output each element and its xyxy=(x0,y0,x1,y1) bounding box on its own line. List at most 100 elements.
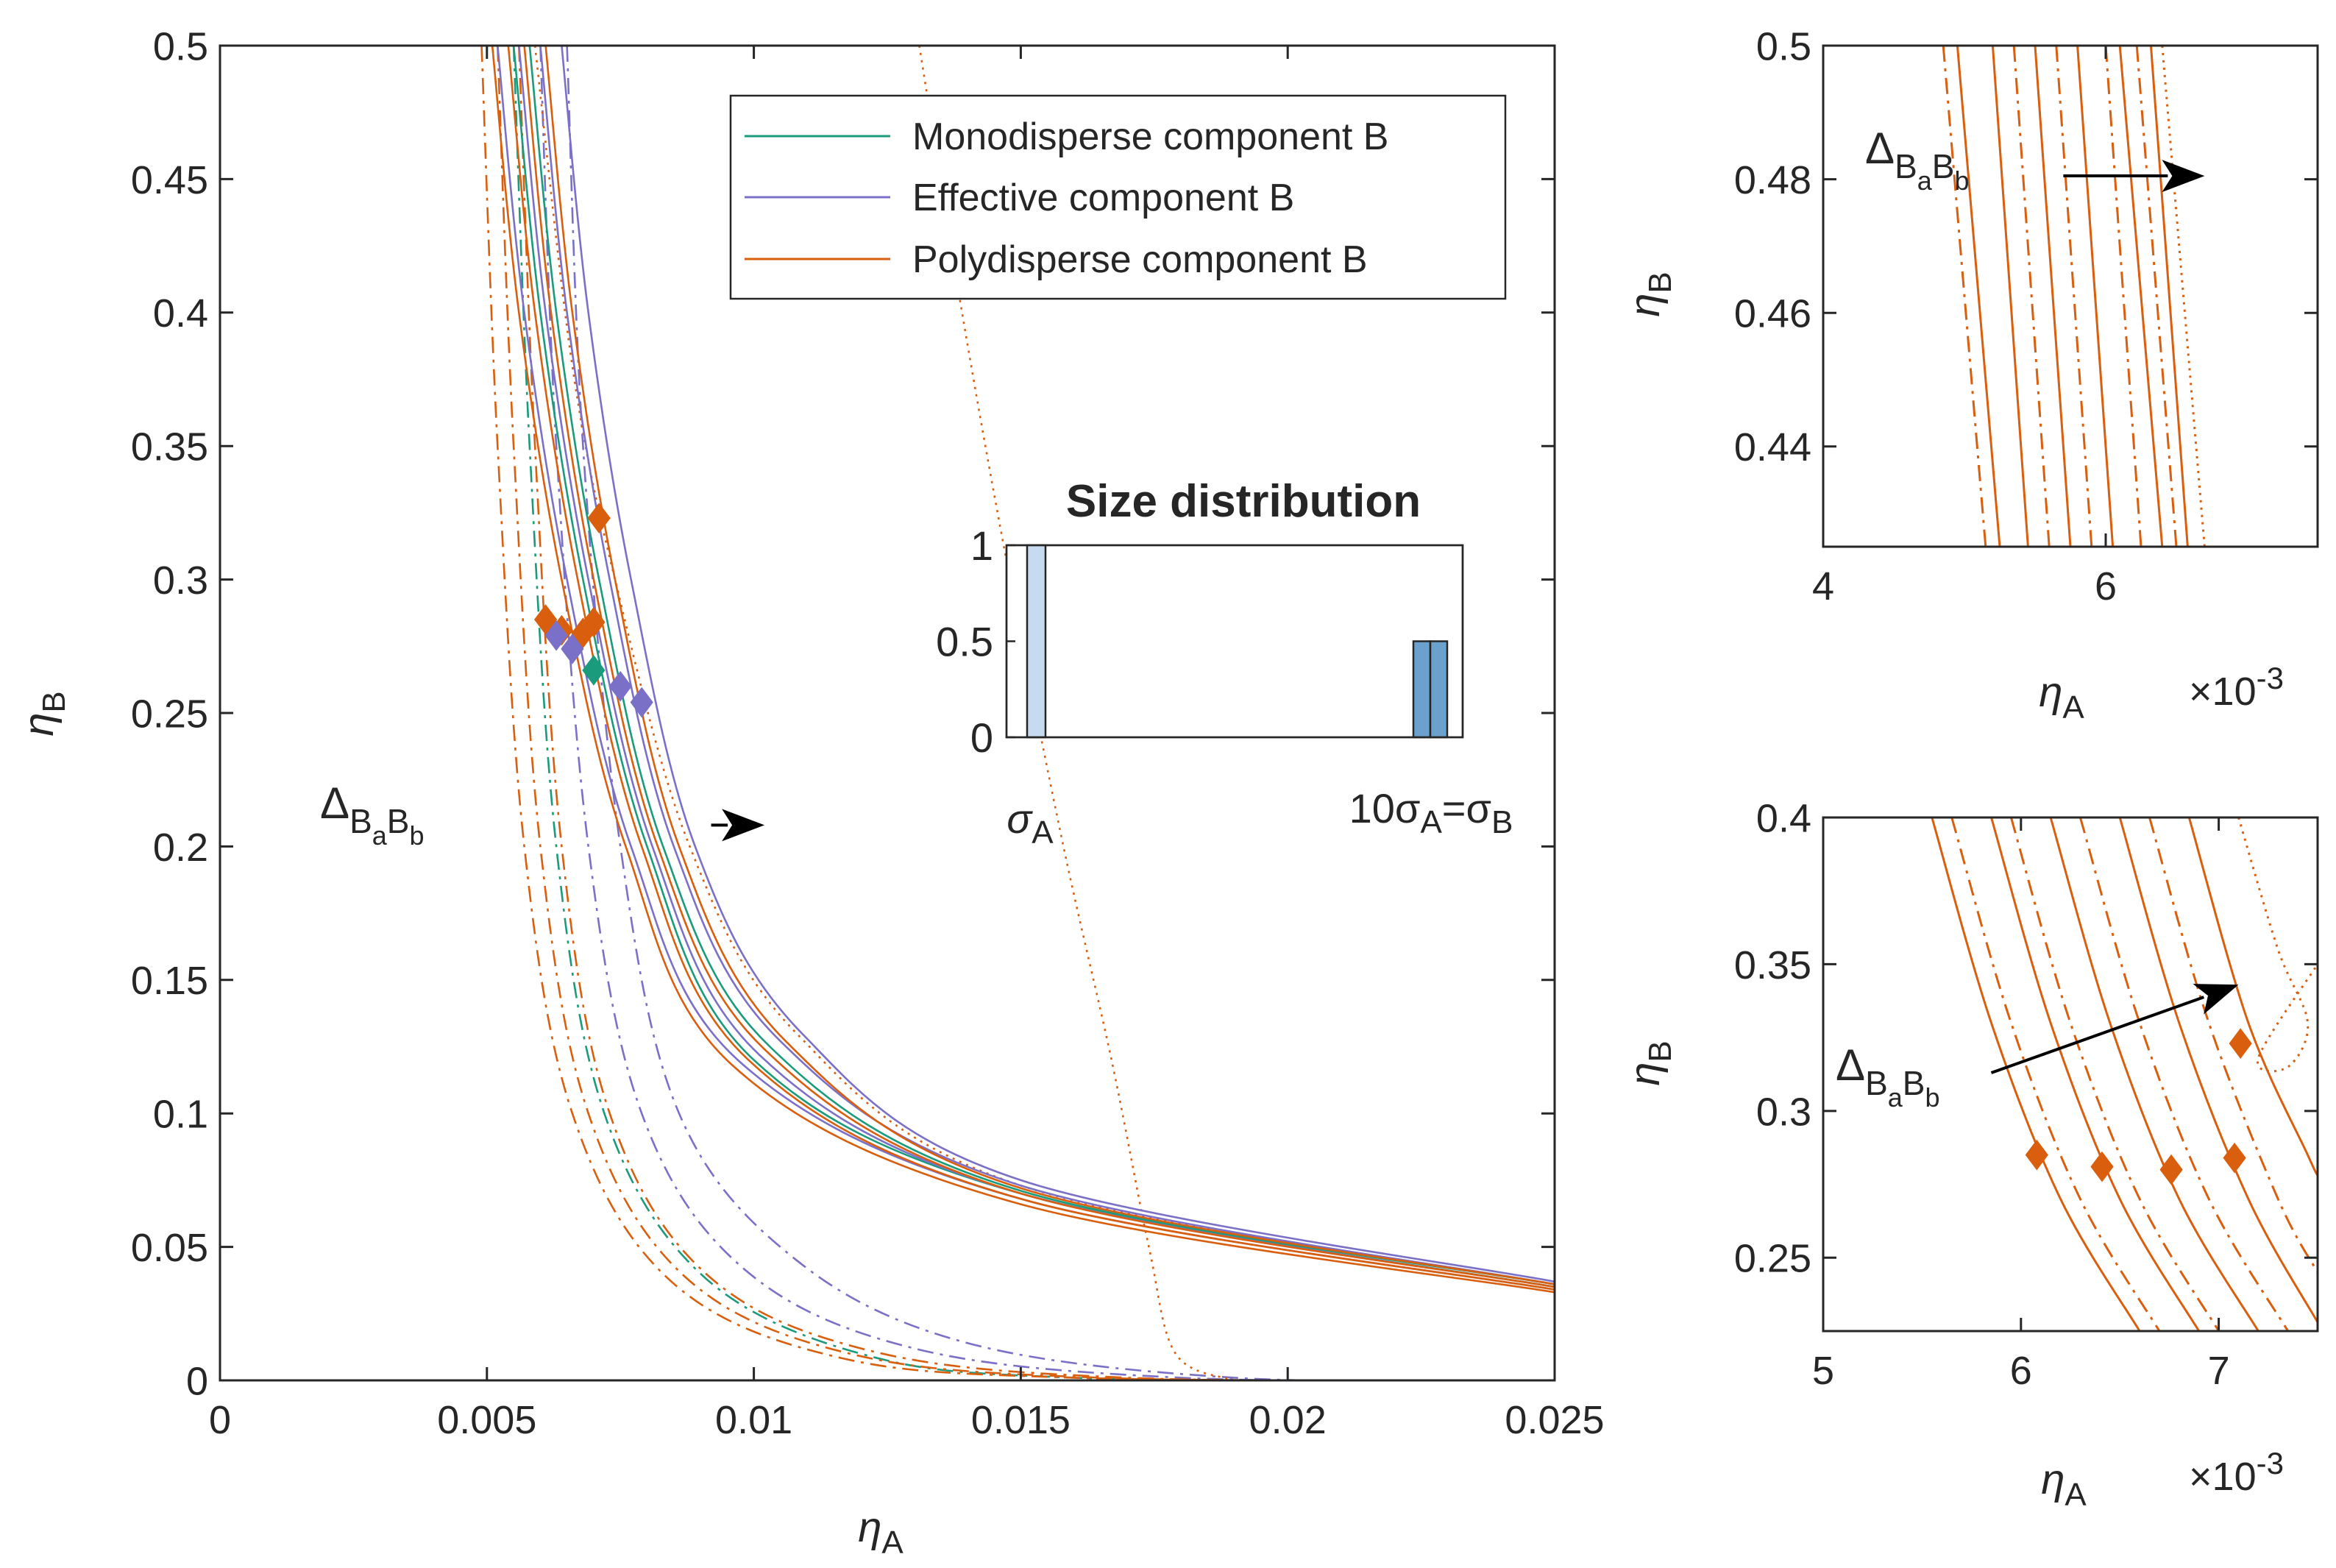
zoom-bottom-critical-points xyxy=(2025,1028,2252,1185)
main-ytick-label: 0.45 xyxy=(131,158,208,202)
main-ytick-label: 0.05 xyxy=(131,1226,208,1270)
zoom-bottom-y-ticks: 0.25 0.3 0.35 0.4 xyxy=(1734,796,2318,1281)
main-xtick-label: 0.005 xyxy=(437,1398,536,1442)
zoom-top-solid-curve xyxy=(2076,46,2115,547)
legend-label-effective: Effective component B xyxy=(912,177,1294,219)
zoom-bottom-ytick-label: 0.4 xyxy=(1756,796,1811,840)
zoom-bottom-xtick-label: 6 xyxy=(2010,1349,2032,1393)
inset-ytick-label: 0 xyxy=(970,714,993,761)
poly-dashdot-curve xyxy=(497,46,1555,1380)
zoom-top-ytick-label: 0.5 xyxy=(1756,24,1811,68)
zoom-bottom-ytick-label: 0.3 xyxy=(1756,1090,1811,1134)
main-ytick-label: 0.25 xyxy=(131,692,208,736)
inset-xtick-left: σA xyxy=(1007,795,1054,851)
zoom-bottom-ylabel: ηB xyxy=(1621,1040,1678,1086)
inset-ytick-label: 0.5 xyxy=(936,619,993,665)
zoom-top-dashdot-curve xyxy=(2012,46,2051,547)
zoom-bottom-dotted-curve xyxy=(2237,817,2318,1073)
zoom-bottom-critical-point xyxy=(2223,1142,2246,1174)
effective-dashdot-curve xyxy=(566,46,1555,1380)
effective-critical-point xyxy=(544,620,568,651)
poly-critical-point xyxy=(582,606,606,638)
main-arrow-label: ΔBaBb xyxy=(320,778,425,851)
zoom-bottom-solid-curve xyxy=(1990,817,2200,1331)
zoom-bottom-arrow-head xyxy=(2193,984,2239,1015)
legend: Monodisperse component B Effective compo… xyxy=(729,94,1507,300)
main-critical-points xyxy=(533,503,653,718)
main-y-ticks: 0 0.05 0.1 0.15 0.2 0.25 0.3 0.35 0.4 0.45 0.5 xyxy=(131,24,1555,1403)
zoom-top-ylabel: ηB xyxy=(1621,272,1678,317)
zoom-bottom-solid-curve xyxy=(2187,817,2318,1177)
zoom-top-ytick-label: 0.46 xyxy=(1734,292,1811,336)
zoom-top-y-ticks: 0.44 0.46 0.48 0.5 xyxy=(1734,24,2318,469)
main-ytick-label: 0.3 xyxy=(153,558,208,603)
zoom-top-dotted-curve xyxy=(2161,46,2206,547)
main-xtick-label: 0 xyxy=(209,1398,231,1442)
zoom-top-ytick-label: 0.44 xyxy=(1734,425,1811,469)
main-curves xyxy=(480,46,1555,1380)
zoom-bottom-critical-point xyxy=(2159,1154,2183,1185)
zoom-bottom-xlabel: ηA xyxy=(2041,1455,2087,1513)
mono-dashdot-curve xyxy=(512,46,1555,1380)
effective-critical-point xyxy=(630,687,653,718)
zoom-bottom-dashdot-curve xyxy=(2009,817,2220,1331)
zoom-bottom-critical-point xyxy=(2229,1028,2252,1059)
main-ytick-label: 0 xyxy=(186,1359,208,1403)
zoom-top-curves xyxy=(1942,46,2206,547)
zoom-bottom-ytick-label: 0.35 xyxy=(1734,943,1811,987)
main-xtick-label: 0.015 xyxy=(971,1398,1071,1442)
zoom-bottom-x-ticks: 5 6 7 xyxy=(1812,817,2230,1393)
effective-critical-point xyxy=(608,670,632,702)
zoom-bottom-dashdot-curve xyxy=(2078,817,2289,1331)
inset-size-distribution: 00.51 Size distribution σA 10σA=σB xyxy=(936,476,1513,851)
zoom-bottom-arrow xyxy=(1990,996,2205,1074)
zoom-bottom-critical-point xyxy=(2025,1139,2048,1171)
poly-solid-curve xyxy=(491,46,1555,1294)
main-xtick-label: 0.01 xyxy=(715,1398,792,1442)
zoom-top-multiplier: ×10-3 xyxy=(2189,661,2284,714)
effective-solid-curve xyxy=(539,46,1555,1285)
effective-dashdot-curve xyxy=(539,46,1555,1380)
main-xtick-label: 0.025 xyxy=(1505,1398,1604,1442)
mono-critical-point xyxy=(582,655,606,686)
main-ytick-label: 0.2 xyxy=(153,826,208,870)
inset-title: Size distribution xyxy=(1066,476,1421,527)
mono-solid-curve xyxy=(528,46,1555,1285)
zoom-top-solid-curve xyxy=(2034,46,2072,547)
zoom-bottom-solid-curve xyxy=(2118,817,2318,1323)
zoom-top-solid-curve xyxy=(2149,46,2189,547)
zoom-bottom-arrow-label: ΔBaBb xyxy=(1836,1040,1940,1113)
poly-solid-curve xyxy=(507,46,1555,1291)
zoom-bottom-solid-curve xyxy=(1931,817,2141,1331)
main-x-ticks: 0 0.005 0.01 0.015 0.02 0.025 xyxy=(209,46,1605,1442)
zoom-top-arrow-head xyxy=(2162,160,2205,193)
main-ylabel: ηB xyxy=(15,691,72,737)
zoom-top-dashdot-curve xyxy=(1942,46,1987,547)
inset-xtick-right: 10σA=σB xyxy=(1349,785,1513,840)
zoom-bottom-dashdot-curve xyxy=(2148,817,2318,1273)
zoom-bottom-dashdot-curve xyxy=(1950,817,2161,1331)
poly-solid-curve xyxy=(544,46,1555,1285)
legend-label-mono: Monodisperse component B xyxy=(912,116,1389,158)
main-ytick-label: 0.4 xyxy=(153,291,208,336)
poly-critical-point xyxy=(533,604,558,635)
legend-label-poly: Polydisperse component B xyxy=(912,238,1368,281)
zoom-top-solid-curve xyxy=(1956,46,2001,547)
zoom-top-dashdot-curve xyxy=(2135,46,2178,547)
size-bar xyxy=(1026,544,1047,739)
zoom-top-xtick-label: 4 xyxy=(1812,564,1834,609)
main-ytick-label: 0.15 xyxy=(131,959,208,1003)
poly-dashdot-curve xyxy=(480,46,1555,1380)
zoom-bottom-curves xyxy=(1931,817,2318,1331)
zoom-top-ytick-label: 0.48 xyxy=(1734,158,1811,202)
size-bar xyxy=(1429,640,1449,739)
zoom-top-solid-curve xyxy=(2118,46,2164,547)
zoom-top-dashdot-curve xyxy=(2104,46,2142,547)
effective-solid-curve xyxy=(561,46,1555,1283)
zoom-bottom-solid-curve xyxy=(2049,817,2259,1331)
effective-critical-point xyxy=(561,634,584,664)
zoom-top-dashdot-curve xyxy=(2055,46,2093,547)
